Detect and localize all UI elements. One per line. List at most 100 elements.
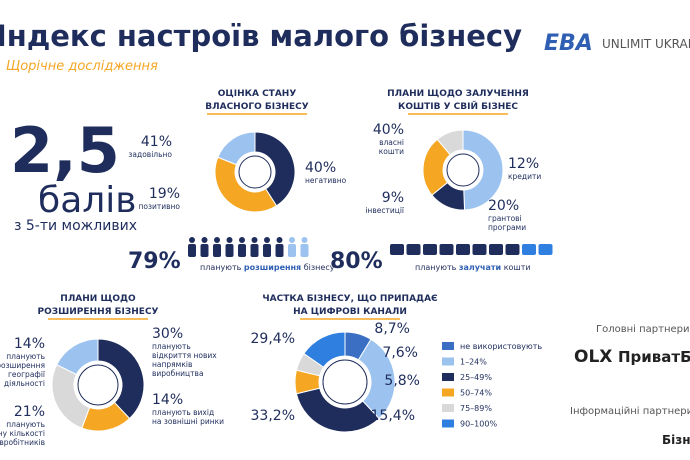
briefcase-icon bbox=[390, 244, 404, 255]
center-icon bbox=[322, 359, 368, 405]
chart-title: ЧАСТКА БІЗНЕСУ, ЩО ПРИПАДАЄ bbox=[262, 294, 438, 304]
partner-logo: OLX bbox=[574, 347, 612, 367]
person-icon bbox=[288, 244, 296, 257]
value-label: 5,8% bbox=[384, 373, 420, 389]
legend-swatch bbox=[442, 419, 454, 428]
subtitle: Щорічне дослідження bbox=[6, 59, 158, 74]
icons bbox=[188, 237, 553, 257]
pie-slice bbox=[436, 129, 464, 156]
person-icon bbox=[188, 244, 196, 257]
category-label: негативно bbox=[305, 176, 347, 185]
title: Індекс настроїв малого бізнесу bbox=[0, 19, 522, 53]
center-icon bbox=[238, 155, 272, 189]
person-icon bbox=[226, 237, 233, 243]
stat-value: 80% bbox=[330, 249, 383, 274]
category-label: розширення bbox=[0, 361, 45, 370]
briefcase-icon bbox=[423, 244, 437, 255]
legend-swatch bbox=[442, 357, 454, 366]
person-icon bbox=[275, 244, 284, 257]
pie-slice bbox=[214, 156, 278, 213]
value-label: 14% bbox=[14, 336, 45, 352]
partner-logo: UNLIMIT UKRAI bbox=[602, 37, 690, 51]
value-label: 8,7% bbox=[374, 321, 410, 337]
category-label: географії bbox=[8, 370, 46, 379]
partner-logo: Бізн bbox=[662, 433, 690, 447]
center-icon bbox=[77, 364, 119, 406]
value-label: 21% bbox=[14, 404, 45, 420]
score-note: з 5-ти можливих bbox=[14, 218, 137, 234]
person-icon bbox=[189, 237, 195, 243]
pie-slice bbox=[303, 331, 346, 368]
category-label: на зовнішні ринки bbox=[152, 417, 224, 426]
chart-title: ПЛАНИ ЩОДО bbox=[60, 294, 136, 304]
legend-label: 25–49% bbox=[460, 373, 492, 382]
category-label: планують bbox=[6, 352, 45, 361]
legend-swatch bbox=[442, 388, 454, 397]
value-label: 14% bbox=[152, 392, 183, 408]
chart-title: НА ЦИФРОВІ КАНАЛИ bbox=[293, 307, 407, 317]
person-icon bbox=[289, 237, 295, 243]
category-label: позитивно bbox=[138, 202, 180, 211]
briefcase-icon bbox=[538, 244, 553, 255]
category-label: відкриття нових bbox=[152, 351, 217, 360]
person-icon bbox=[239, 237, 245, 243]
person-icon bbox=[276, 237, 283, 243]
legend-label: не використовують bbox=[460, 342, 542, 351]
value-label: 30% bbox=[152, 326, 183, 342]
pie-slice bbox=[462, 129, 504, 211]
category-label: власні bbox=[379, 138, 404, 147]
briefcase-icon bbox=[472, 244, 487, 255]
stat-caption: планують розширення бізнесу bbox=[200, 263, 335, 272]
value-label: 9% bbox=[382, 190, 404, 206]
person-icon bbox=[201, 237, 208, 243]
category-label: зміну кількості bbox=[0, 429, 45, 438]
person-icon bbox=[301, 237, 308, 243]
legend-label: 50–74% bbox=[460, 389, 492, 398]
chart-title: РОЗШИРЕННЯ БІЗНЕСУ bbox=[38, 307, 159, 317]
value-label: 20% bbox=[488, 198, 519, 214]
category-label: планують bbox=[152, 342, 191, 351]
person-icon bbox=[213, 244, 221, 257]
person-icon bbox=[214, 237, 220, 243]
category-label: діяльності bbox=[4, 379, 45, 388]
category-label: планують вихід bbox=[152, 408, 214, 417]
legend-swatch bbox=[442, 373, 454, 381]
briefcase-icon bbox=[406, 244, 421, 255]
briefcase-icon bbox=[505, 244, 520, 255]
category-label: задовільно bbox=[128, 150, 172, 159]
category-label: грантові bbox=[488, 214, 522, 223]
legend-swatch bbox=[442, 404, 454, 412]
value-label: 29,4% bbox=[251, 331, 295, 347]
briefcase-icon bbox=[439, 244, 454, 255]
center-icon bbox=[446, 153, 480, 187]
chart-title: ПЛАНИ ЩОДО ЗАЛУЧЕННЯ bbox=[387, 89, 529, 99]
partner-logo: ПриватБа bbox=[618, 348, 690, 366]
legend-label: 75–89% bbox=[460, 404, 492, 413]
value-label: 33,2% bbox=[251, 408, 295, 424]
category-label: інвестиції bbox=[365, 206, 405, 215]
pie-slice bbox=[56, 338, 99, 376]
person-icon bbox=[238, 244, 246, 257]
value-label: 19% bbox=[149, 186, 180, 202]
category-label: програми bbox=[488, 223, 526, 232]
value-label: 15,4% bbox=[371, 408, 415, 424]
pie-slice bbox=[295, 387, 380, 433]
partners-title: Інформаційні партнери bbox=[570, 405, 690, 417]
briefcase-icon bbox=[456, 244, 470, 255]
briefcase-icon bbox=[522, 244, 536, 255]
legend-swatch bbox=[442, 342, 454, 350]
pie-slice bbox=[217, 131, 256, 166]
category-label: кредити bbox=[508, 172, 541, 181]
person-icon bbox=[264, 237, 270, 243]
chart-title: ОЦІНКА СТАНУ bbox=[218, 89, 297, 99]
value-label: 40% bbox=[305, 160, 336, 176]
pie-slice bbox=[97, 338, 145, 420]
value-label: 7,6% bbox=[382, 345, 418, 361]
person-icon bbox=[250, 244, 259, 257]
category-label: планують bbox=[6, 420, 45, 429]
chart-title: КОШТІВ У СВІЙ БІЗНЕС bbox=[398, 100, 518, 112]
partners-title: Головні партнери bbox=[596, 323, 690, 335]
chart-title: ВЛАСНОГО БІЗНЕСУ bbox=[205, 102, 308, 112]
stat-value: 79% bbox=[128, 249, 181, 274]
